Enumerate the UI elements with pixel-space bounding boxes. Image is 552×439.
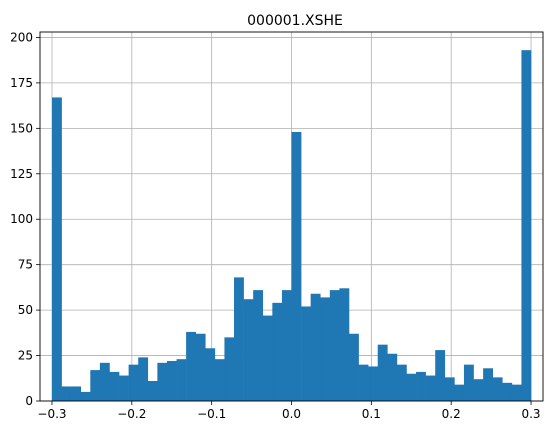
histogram-bar [61, 386, 72, 401]
histogram-bar [387, 353, 398, 401]
histogram-bar [109, 371, 120, 401]
y-tick-label: 50 [18, 303, 33, 317]
histogram-bar [320, 297, 331, 401]
histogram-bar [138, 357, 149, 401]
histogram-bar [425, 375, 436, 401]
y-tick-label: 150 [10, 121, 33, 135]
histogram-bar [435, 350, 446, 401]
histogram-bar [406, 373, 417, 401]
histogram-bar [492, 377, 503, 401]
histogram-bar [157, 362, 168, 401]
histogram-bar [214, 359, 225, 401]
histogram-bar [90, 370, 101, 401]
histogram-bar [71, 386, 82, 401]
histogram-bar [377, 344, 388, 401]
histogram-bar [511, 384, 522, 401]
histogram-bar [205, 348, 216, 401]
histogram-bar [521, 50, 532, 402]
histogram-bar [483, 368, 493, 401]
histogram-bar [348, 333, 359, 401]
histogram-bar [473, 379, 484, 401]
histogram-bar [291, 131, 302, 401]
x-axis: −0.3 −0.2 −0.1 0.0 0.1 0.2 0.3 [37, 401, 541, 421]
histogram-bar [368, 366, 379, 401]
histogram-bar [339, 288, 350, 401]
x-tick-label: −0.2 [117, 407, 146, 421]
histogram-bar [195, 333, 206, 401]
histogram-bar [80, 391, 91, 401]
histogram-bar [119, 375, 129, 401]
y-axis: 0 25 50 75 100 125 150 175 200 [10, 30, 40, 408]
histogram-bar [444, 377, 455, 401]
x-tick-label: 0.3 [521, 407, 540, 421]
histogram-bar [358, 364, 369, 401]
histogram-bar [454, 384, 465, 401]
x-tick-label: −0.1 [197, 407, 226, 421]
y-tick-label: 100 [10, 212, 33, 226]
histogram-bar [186, 331, 196, 401]
y-tick-label: 200 [10, 30, 33, 44]
histogram-bar [243, 299, 254, 401]
histogram-bar [463, 364, 474, 401]
histogram-bar [329, 290, 340, 401]
y-tick-label: 75 [18, 258, 33, 272]
histogram-bars [51, 50, 532, 402]
histogram-bar [234, 277, 244, 401]
chart-title: 000001.XSHE [247, 13, 343, 29]
x-tick-label: 0.1 [362, 407, 381, 421]
histogram-bar [147, 381, 158, 401]
x-tick-label: 0.0 [282, 407, 301, 421]
y-tick-label: 175 [10, 76, 33, 90]
histogram-bar [128, 364, 139, 401]
histogram-bar [416, 371, 426, 401]
histogram-bar [51, 97, 62, 402]
histogram-bar [281, 290, 292, 401]
histogram-bar [262, 315, 273, 401]
x-tick-label: 0.2 [442, 407, 461, 421]
histogram-bar [396, 364, 407, 401]
x-tick-label: −0.3 [37, 407, 66, 421]
histogram-bar [99, 362, 110, 401]
y-tick-label: 25 [18, 349, 33, 363]
histogram-bar [272, 302, 283, 401]
histogram-bar [224, 337, 235, 401]
y-tick-label: 0 [25, 394, 33, 408]
histogram-bar [166, 361, 177, 401]
histogram-bar [176, 359, 187, 401]
histogram-bar [310, 293, 321, 401]
histogram-bar [301, 306, 311, 401]
histogram-bar [502, 382, 513, 401]
histogram-bar [253, 290, 264, 401]
y-tick-label: 125 [10, 167, 33, 181]
